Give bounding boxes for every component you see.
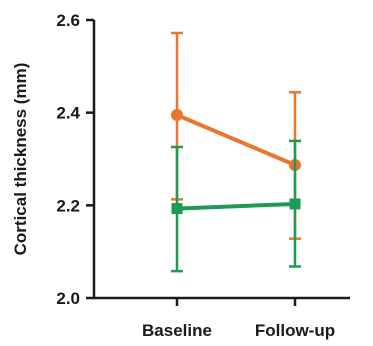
data-point: [171, 203, 183, 215]
y-axis: 2.0 2.2 2.4 2.6: [56, 11, 96, 308]
series-line: [176, 201, 296, 211]
y-axis-title: Cortical thickness (mm): [11, 63, 30, 256]
series-1: [171, 139, 301, 273]
x-tick-label: Follow-up: [255, 321, 335, 340]
y-tick-label: 2.2: [56, 196, 80, 215]
x-axis: Baseline Follow-up: [93, 296, 350, 340]
x-tick-label: Baseline: [142, 321, 212, 340]
y-tick-label: 2.4: [56, 104, 80, 123]
data-point: [289, 198, 301, 210]
series-line: [176, 113, 296, 167]
y-tick-label: 2.0: [56, 289, 80, 308]
y-tick-label: 2.6: [56, 11, 80, 30]
series-layer: [171, 31, 301, 273]
data-point: [171, 108, 183, 121]
